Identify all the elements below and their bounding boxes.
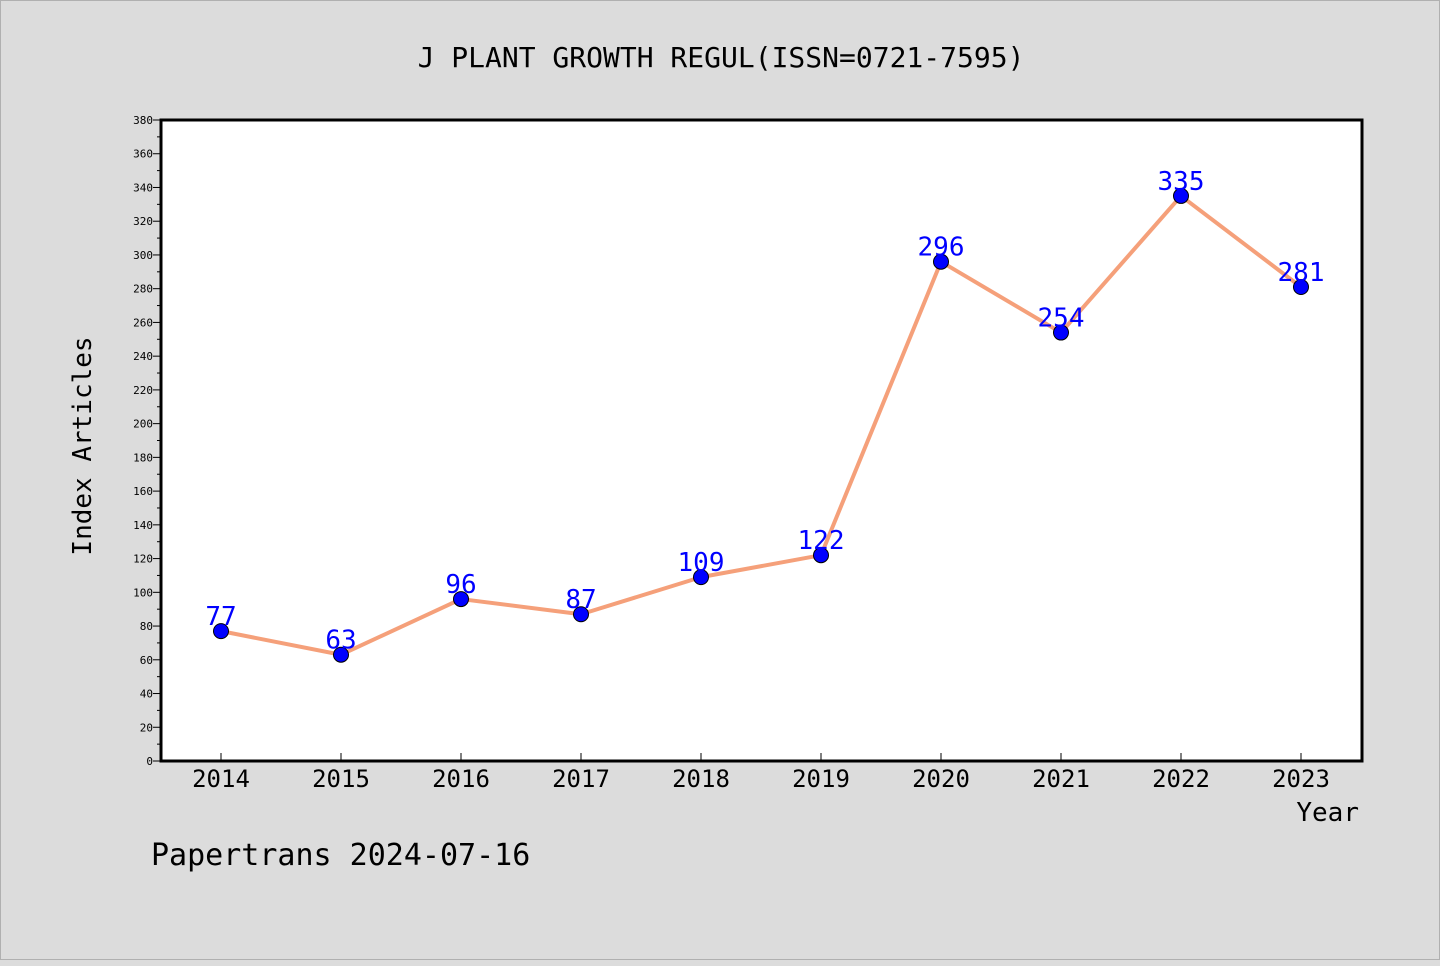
data-value-label: 254 [1038, 304, 1085, 334]
data-point-marker [1053, 324, 1069, 341]
data-value-label: 281 [1278, 258, 1325, 288]
data-point-marker [453, 591, 469, 608]
data-value-label: 63 [325, 626, 356, 656]
x-tick-label: 2015 [312, 765, 370, 793]
data-value-label: 109 [678, 548, 725, 578]
y-tick-label: 180 [133, 451, 153, 464]
data-labels: 77 63 96 87 109 122 296 254 335 281 [205, 167, 1324, 656]
data-point-marker [1173, 187, 1189, 204]
data-point-marker [1293, 278, 1309, 295]
x-axis-label: Year [1296, 798, 1359, 828]
data-value-label: 77 [205, 602, 236, 632]
data-value-label: 96 [445, 570, 476, 600]
y-tick-label: 200 [133, 418, 153, 431]
y-tick-label: 120 [133, 553, 153, 566]
x-tick-label: 2021 [1032, 765, 1090, 793]
data-markers [213, 187, 1309, 663]
x-tick-label: 2020 [912, 765, 970, 793]
data-value-label: 296 [918, 233, 965, 263]
y-tick-label: 220 [133, 384, 153, 397]
y-axis: 0 20 40 60 80 100 120 140 160 180 200 220 240 260 280 3… [133, 114, 161, 768]
plot-area [159, 118, 1364, 763]
data-point-marker [213, 623, 229, 640]
y-tick-label: 320 [133, 215, 153, 228]
y-tick-label: 160 [133, 485, 153, 498]
x-tick-label: 2016 [432, 765, 490, 793]
y-tick-label: 280 [133, 283, 153, 296]
data-value-label: 122 [798, 526, 845, 556]
x-tick-label: 2017 [552, 765, 610, 793]
y-tick-label: 260 [133, 316, 153, 329]
data-value-label: 87 [565, 585, 596, 615]
source-date-label: Papertrans 2024-07-16 [151, 838, 530, 873]
x-tick-label: 2018 [672, 765, 730, 793]
y-tick-label: 40 [140, 688, 153, 701]
x-tick-label: 2014 [192, 765, 250, 793]
y-tick-label: 20 [140, 721, 153, 734]
y-tick-label: 80 [140, 620, 153, 633]
y-axis-label: Index Articles [68, 336, 98, 555]
series-polyline [220, 193, 1303, 657]
x-axis: 2014 2015 2016 2017 2018 2019 2020 2021 2022 2023 [192, 753, 1330, 793]
x-tick-label: 2022 [1152, 765, 1210, 793]
x-tick-label: 2023 [1272, 765, 1330, 793]
y-tick-label: 300 [133, 249, 153, 262]
data-point-marker [693, 569, 709, 586]
y-tick-label: 60 [140, 654, 153, 667]
data-point-marker [813, 547, 829, 564]
y-tick-label: 380 [133, 114, 153, 127]
data-value-label: 335 [1158, 167, 1205, 197]
chart-title: J PLANT GROWTH REGUL(ISSN=0721-7595) [418, 41, 1025, 74]
x-tick-label: 2019 [792, 765, 850, 793]
y-tick-label: 0 [146, 755, 153, 768]
y-tick-label: 100 [133, 586, 153, 599]
y-tick-label: 140 [133, 519, 153, 532]
y-tick-label: 360 [133, 148, 153, 161]
data-point-marker [933, 253, 949, 270]
y-tick-label: 240 [133, 350, 153, 363]
data-point-marker [333, 646, 349, 663]
data-point-marker [573, 606, 589, 623]
y-tick-label: 340 [133, 181, 153, 194]
series-line [220, 193, 1303, 657]
